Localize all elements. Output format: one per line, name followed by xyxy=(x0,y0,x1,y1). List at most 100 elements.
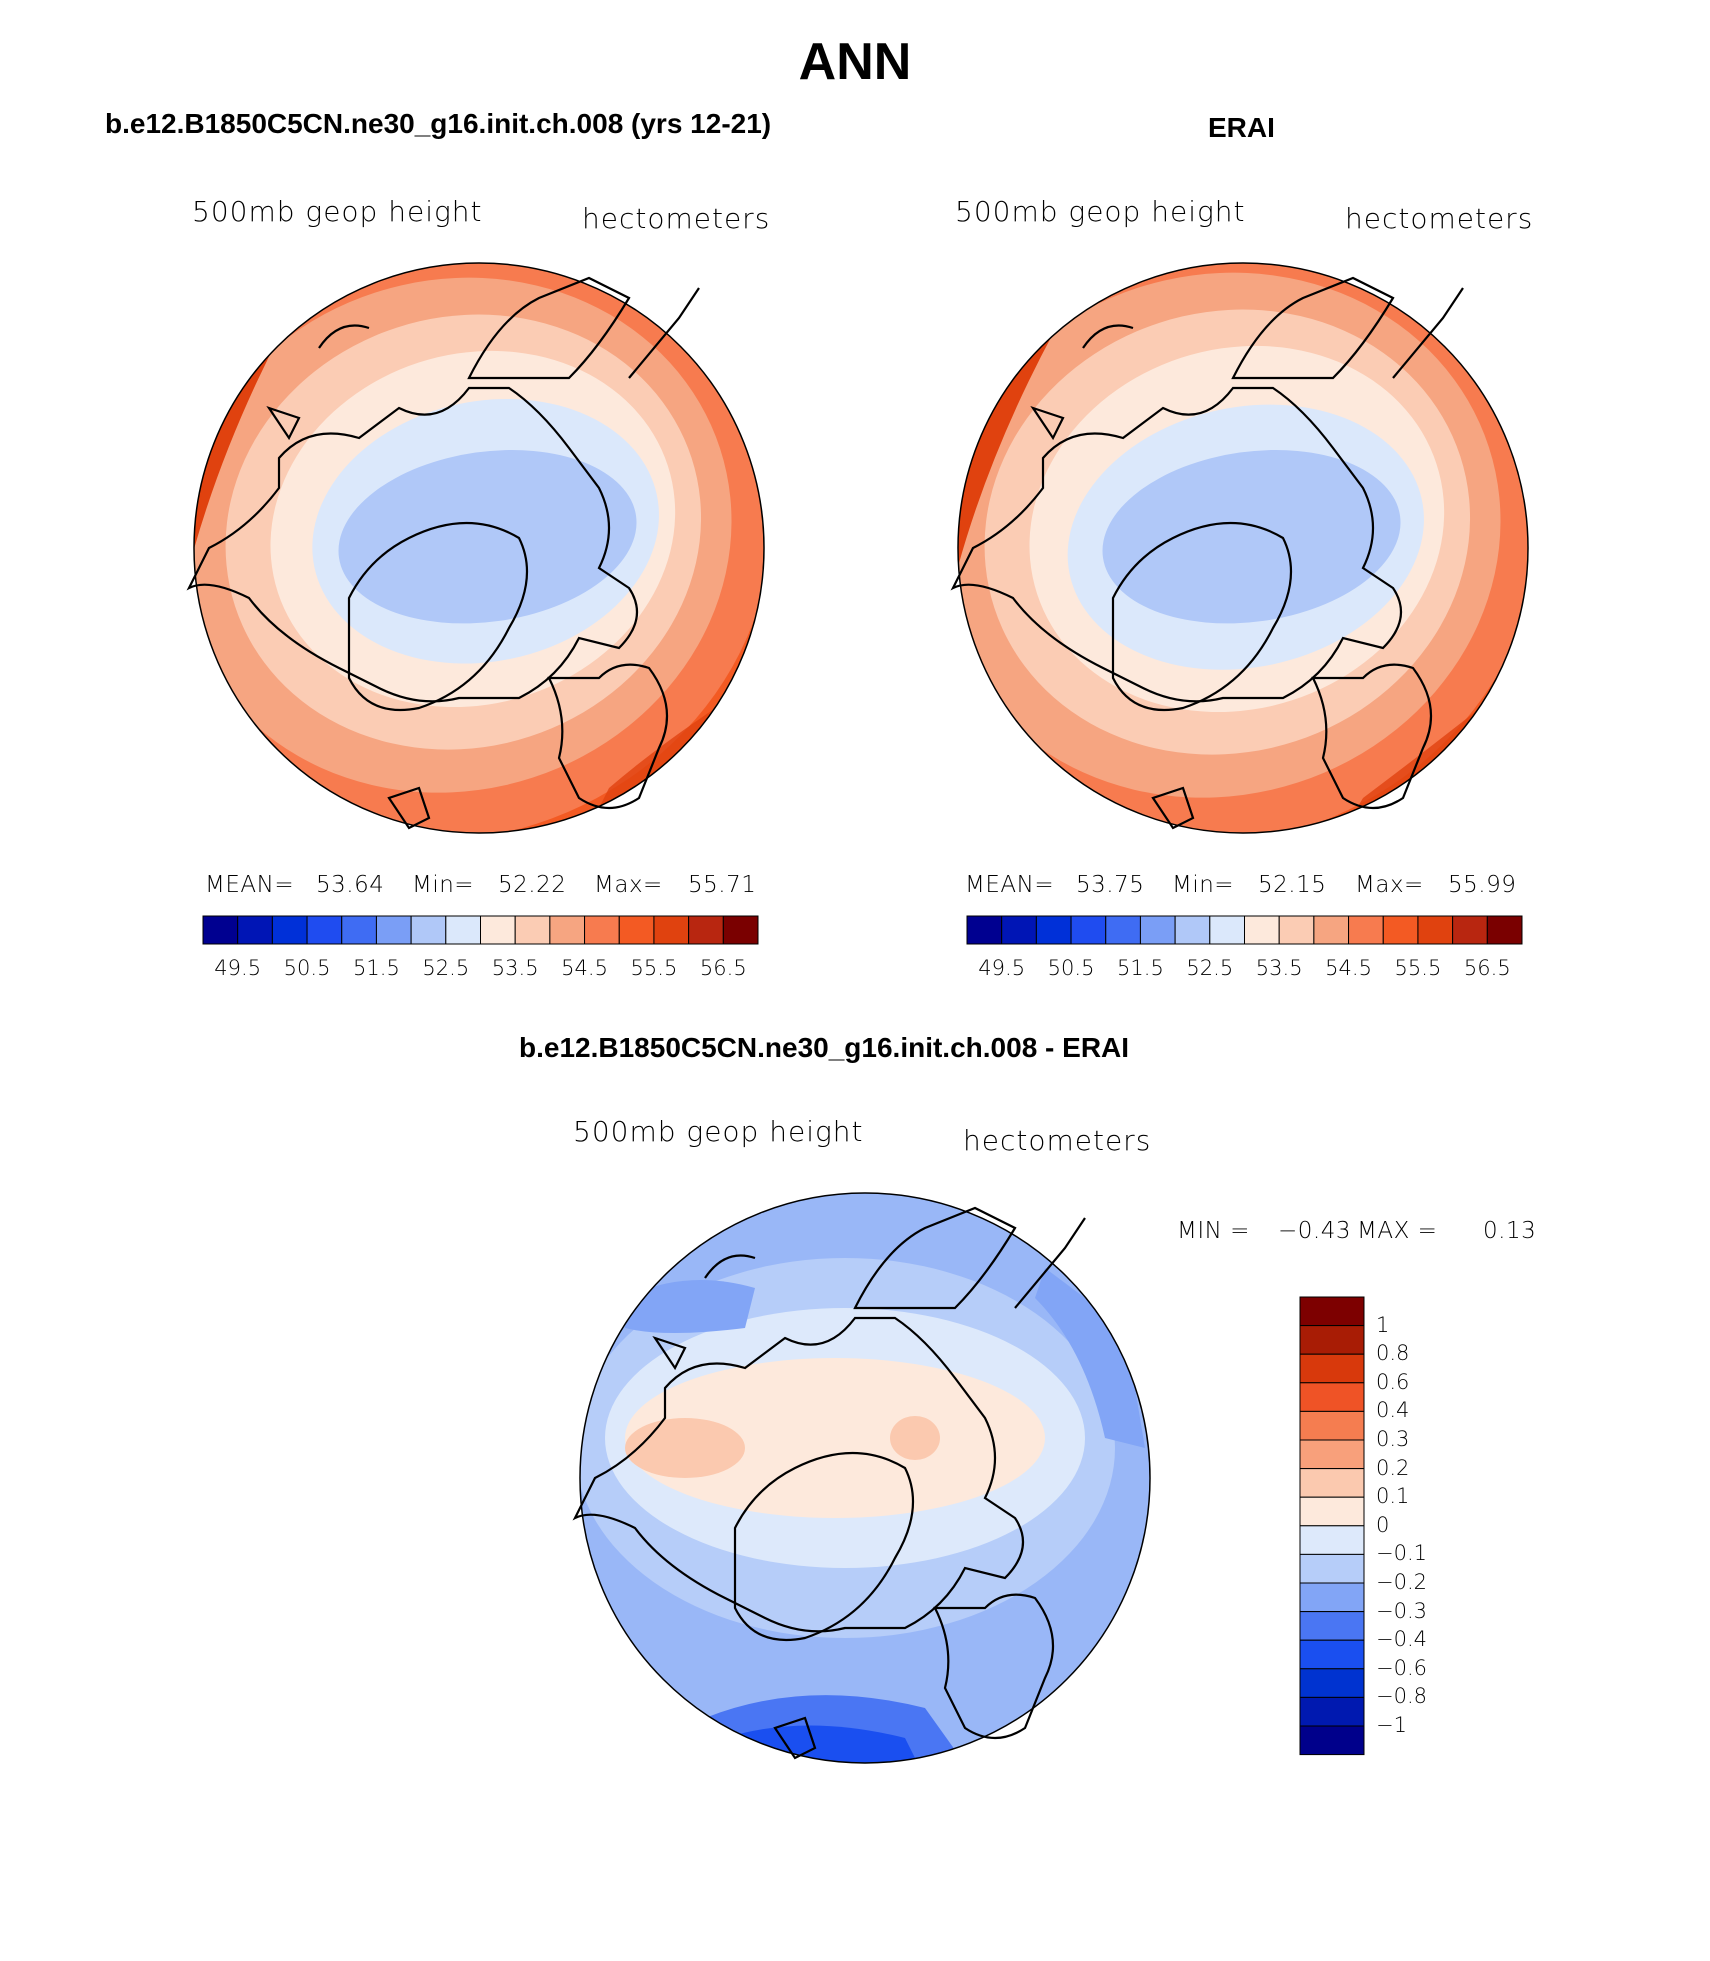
difference-variable-label: 500mb geop height xyxy=(573,1115,864,1148)
difference-colorbar-swatch xyxy=(1299,1468,1365,1498)
obs-colorbar-tick-label: 54.5 xyxy=(1325,956,1372,980)
figure-title: ANN xyxy=(798,33,912,91)
obs-colorbar-swatch xyxy=(1174,915,1211,945)
model-case-title: b.e12.B1850C5CN.ne30_g16.init.ch.008 (yr… xyxy=(105,108,772,139)
model-min-label: Min= xyxy=(412,872,475,898)
obs-colorbar-swatch xyxy=(1244,915,1280,945)
obs-colorbar-swatch xyxy=(1209,915,1245,945)
difference-min-label: MIN = xyxy=(1177,1218,1250,1244)
obs-max-label: Max= xyxy=(1355,872,1424,898)
obs-colorbar-tick-label: 55.5 xyxy=(1394,956,1442,980)
difference-colorbar-tick-label: 1 xyxy=(1376,1312,1390,1337)
obs-colorbar-swatch xyxy=(966,915,1003,945)
model-min-value: 52.22 xyxy=(498,872,567,898)
obs-colorbar-swatch xyxy=(1313,915,1350,945)
difference-colorbar-tick-label: 0.2 xyxy=(1376,1455,1410,1480)
difference-colorbar-swatch xyxy=(1299,1553,1365,1584)
model-colorbar-swatch xyxy=(480,915,516,945)
obs-colorbar-tick-label: 51.5 xyxy=(1117,956,1164,980)
difference-colorbar-tick-label: 0 xyxy=(1376,1512,1390,1537)
model-colorbar-swatch xyxy=(653,915,690,945)
obs-colorbar-swatch xyxy=(1035,915,1072,945)
obs-colorbar-swatch xyxy=(1139,915,1176,945)
model-map-border xyxy=(193,262,765,834)
model-colorbar-tick-label: 51.5 xyxy=(353,956,400,980)
obs-colorbar-swatch xyxy=(1278,915,1315,945)
obs-mean-label: MEAN= xyxy=(965,872,1055,898)
obs-min-label: Min= xyxy=(1172,872,1235,898)
difference-colorbar-swatch xyxy=(1299,1582,1365,1613)
difference-min-value: −0.43 xyxy=(1278,1218,1351,1244)
obs-colorbar-tick-label: 52.5 xyxy=(1186,956,1234,980)
difference-colorbar-swatch xyxy=(1299,1611,1365,1641)
model-mean-value: 53.64 xyxy=(316,872,385,898)
model-colorbar-swatch xyxy=(618,915,655,945)
difference-colorbar-tick-label: −0.6 xyxy=(1376,1655,1427,1680)
difference-colorbar-tick-label: −0.3 xyxy=(1376,1598,1427,1623)
difference-colorbar-tick-label: 0.1 xyxy=(1376,1484,1410,1509)
difference-colorbar-swatch xyxy=(1299,1496,1365,1527)
difference-colorbar-swatch xyxy=(1299,1525,1365,1555)
obs-colorbar-swatch xyxy=(1382,915,1419,945)
model-units-label: hectometers xyxy=(582,202,771,235)
model-colorbar xyxy=(202,915,759,945)
difference-case-title: b.e12.B1850C5CN.ne30_g16.init.ch.008 - E… xyxy=(519,1032,1130,1063)
difference-colorbar-swatch xyxy=(1299,1725,1365,1756)
obs-case-title: ERAI xyxy=(1208,112,1275,143)
model-colorbar-tick-label: 53.5 xyxy=(491,956,539,980)
obs-colorbar-swatch xyxy=(1486,915,1523,945)
obs-colorbar-tick-label: 56.5 xyxy=(1463,956,1511,980)
difference-max-value: 0.13 xyxy=(1483,1218,1537,1244)
obs-mean-value: 53.75 xyxy=(1076,872,1145,898)
difference-colorbar-swatch xyxy=(1299,1353,1365,1384)
difference-colorbar-tick-label: −0.4 xyxy=(1376,1627,1427,1652)
difference-colorbar-swatch xyxy=(1299,1668,1365,1698)
model-colorbar-swatch xyxy=(688,915,724,945)
model-colorbar-swatch xyxy=(445,915,481,945)
difference-polar-map xyxy=(572,1192,1151,1764)
difference-colorbar-swatch xyxy=(1299,1639,1365,1670)
obs-variable-label: 500mb geop height xyxy=(955,195,1246,228)
obs-colorbar-swatch xyxy=(1105,915,1141,945)
obs-colorbar-swatch xyxy=(1070,915,1107,945)
obs-colorbar-swatch xyxy=(1348,915,1384,945)
obs-colorbar xyxy=(966,915,1523,945)
obs-max-value: 55.99 xyxy=(1448,872,1517,898)
difference-colorbar xyxy=(1299,1296,1365,1756)
model-colorbar-tick-label: 54.5 xyxy=(561,956,608,980)
obs-colorbar-tick-label: 49.5 xyxy=(978,956,1026,980)
model-colorbar-swatch xyxy=(722,915,759,945)
model-max-value: 55.71 xyxy=(688,872,757,898)
difference-map-border xyxy=(579,1192,1151,1764)
difference-colorbar-swatch xyxy=(1299,1439,1365,1470)
difference-colorbar-swatch xyxy=(1299,1325,1365,1355)
model-colorbar-swatch xyxy=(375,915,412,945)
model-colorbar-swatch xyxy=(549,915,586,945)
model-colorbar-swatch xyxy=(584,915,620,945)
difference-colorbar-swatch xyxy=(1299,1696,1365,1727)
obs-colorbar-swatch xyxy=(1001,915,1037,945)
obs-colorbar-swatch xyxy=(1452,915,1488,945)
model-variable-label: 500mb geop height xyxy=(192,195,483,228)
difference-colorbar-swatch xyxy=(1299,1382,1365,1412)
obs-min-value: 52.15 xyxy=(1258,872,1327,898)
difference-colorbar-swatch xyxy=(1299,1410,1365,1441)
model-max-label: Max= xyxy=(594,872,663,898)
model-colorbar-swatch xyxy=(237,915,273,945)
difference-colorbar-tick-label: 0.8 xyxy=(1376,1341,1410,1366)
difference-colorbar-tick-label: −0.2 xyxy=(1376,1570,1427,1594)
difference-colorbar-tick-label: −1 xyxy=(1376,1713,1407,1737)
obs-colorbar-swatch xyxy=(1417,915,1454,945)
obs-polar-map xyxy=(950,262,1529,834)
model-colorbar-tick-label: 55.5 xyxy=(630,956,678,980)
model-polar-map xyxy=(186,262,765,834)
model-colorbar-tick-label: 49.5 xyxy=(214,956,262,980)
model-colorbar-tick-label: 56.5 xyxy=(699,956,747,980)
model-colorbar-swatch xyxy=(271,915,308,945)
difference-units-label: hectometers xyxy=(963,1124,1152,1157)
difference-colorbar-swatch xyxy=(1299,1296,1365,1327)
difference-colorbar-tick-label: 0.4 xyxy=(1376,1398,1410,1423)
obs-map-border xyxy=(957,262,1529,834)
difference-colorbar-tick-label: −0.1 xyxy=(1376,1541,1427,1566)
